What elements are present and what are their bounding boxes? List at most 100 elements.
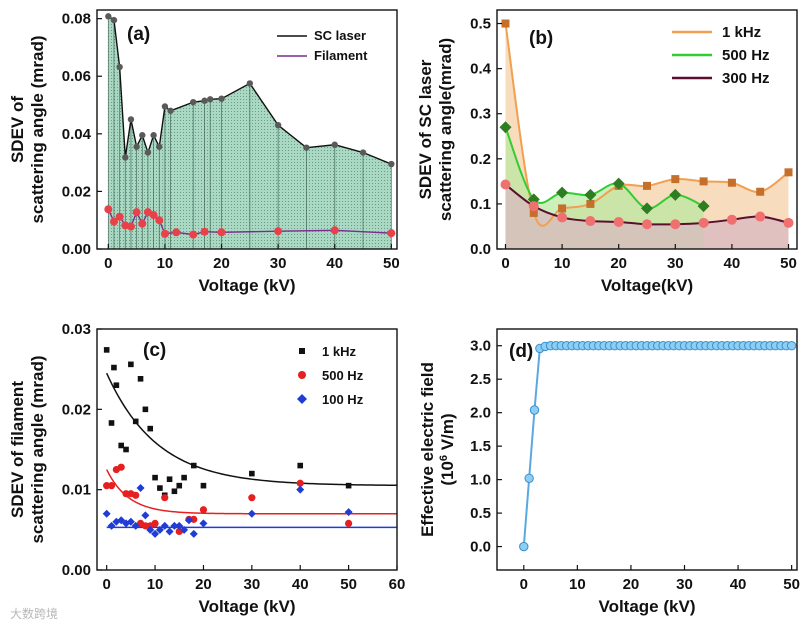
field-point bbox=[524, 473, 534, 483]
x-tick-label: 50 bbox=[383, 255, 400, 272]
data-point bbox=[102, 509, 111, 518]
y-axis-title-line: scattering angle(mrad) bbox=[436, 38, 455, 221]
panel-tag: (b) bbox=[529, 28, 553, 49]
y-tick-label: 0.02 bbox=[62, 183, 91, 200]
legend-marker bbox=[297, 394, 307, 404]
field-point bbox=[786, 341, 797, 351]
series-point bbox=[697, 200, 710, 213]
sc-laser-point bbox=[201, 97, 208, 104]
field-point bbox=[519, 541, 529, 552]
x-tick-label: 40 bbox=[730, 576, 747, 593]
x-tick-label: 0 bbox=[520, 576, 528, 593]
sc-laser-point bbox=[161, 103, 169, 110]
plot-frame bbox=[496, 328, 798, 571]
data-point bbox=[165, 527, 174, 536]
series-point bbox=[783, 217, 794, 228]
y-axis-title-line: scattering angle (mrad) bbox=[28, 356, 47, 544]
data-point bbox=[126, 517, 135, 526]
data-point bbox=[107, 521, 116, 530]
x-tick-label: 20 bbox=[610, 255, 627, 272]
series-point bbox=[529, 208, 538, 217]
sc-laser-point bbox=[139, 132, 146, 139]
filament-point bbox=[104, 205, 113, 214]
series-point bbox=[557, 212, 568, 223]
x-tick-label: 50 bbox=[783, 576, 800, 593]
filament-point bbox=[126, 222, 135, 231]
data-point bbox=[248, 494, 256, 502]
data-point bbox=[117, 463, 125, 471]
x-tick-label: 40 bbox=[724, 255, 741, 272]
data-point bbox=[137, 376, 144, 382]
sc-laser-point bbox=[150, 132, 157, 139]
data-point bbox=[157, 485, 163, 491]
legend-label: 100 Hz bbox=[322, 392, 364, 407]
data-point bbox=[170, 521, 179, 530]
sc-laser-point bbox=[144, 149, 152, 156]
y-axis-title-line: SDEV of bbox=[8, 96, 27, 163]
x-tick-label: 10 bbox=[147, 576, 164, 593]
sc-laser-point bbox=[105, 13, 112, 20]
data-point bbox=[176, 482, 183, 489]
series-point bbox=[726, 214, 737, 225]
y-axis-title-line: scattering angle (mrad) bbox=[28, 36, 47, 224]
data-point bbox=[108, 420, 115, 426]
filament-point bbox=[200, 227, 209, 236]
x-axis-title: Voltage (kV) bbox=[199, 276, 296, 295]
data-point bbox=[136, 484, 145, 493]
y-tick-label: 0.02 bbox=[62, 401, 91, 418]
y-tick-label: 0.0 bbox=[470, 539, 491, 556]
x-tick-label: 10 bbox=[157, 255, 174, 272]
data-point bbox=[296, 485, 305, 494]
filament-point bbox=[387, 229, 396, 238]
series-point bbox=[698, 217, 709, 228]
y-tick-label: 0.1 bbox=[470, 196, 491, 213]
series-point bbox=[643, 181, 651, 190]
x-tick-label: 50 bbox=[780, 255, 797, 272]
data-point bbox=[181, 474, 187, 481]
y-tick-label: 2.5 bbox=[470, 371, 491, 388]
filament-point bbox=[109, 217, 118, 226]
series-point bbox=[642, 219, 652, 230]
y-tick-label: 0.3 bbox=[470, 106, 491, 123]
y-axis-title-line: SDEV of SC laser bbox=[416, 59, 435, 199]
filament-point bbox=[155, 216, 164, 225]
legend-marker bbox=[299, 348, 305, 354]
series-point bbox=[585, 216, 596, 227]
y-tick-label: 0.04 bbox=[62, 126, 92, 143]
data-point bbox=[147, 425, 154, 432]
filament-point bbox=[172, 228, 181, 237]
plot-frame bbox=[96, 9, 398, 250]
data-point bbox=[132, 491, 140, 499]
filament-point bbox=[115, 212, 124, 221]
filament-point bbox=[330, 226, 339, 235]
series-point bbox=[500, 179, 511, 190]
data-point bbox=[184, 516, 193, 525]
field-line bbox=[522, 344, 792, 547]
panel-c: 0 10 20 30 40 50 60 0.00 0.01 0.02 0.03 Voltage (kV… bbox=[8, 321, 405, 616]
series-point bbox=[499, 121, 512, 134]
data-point bbox=[118, 442, 124, 449]
data-point bbox=[151, 529, 160, 538]
sc-laser-point bbox=[246, 80, 254, 87]
series-line bbox=[504, 23, 790, 227]
data-point bbox=[128, 361, 134, 368]
x-tick-label: 50 bbox=[340, 576, 357, 593]
sc-laser-point bbox=[218, 95, 225, 102]
data-point bbox=[141, 511, 150, 520]
filament-point bbox=[132, 208, 141, 217]
plot-frame bbox=[96, 328, 398, 571]
y-axis-title-line: Effective electric field bbox=[418, 362, 437, 537]
data-point bbox=[247, 509, 256, 518]
x-tick-label: 0 bbox=[103, 576, 111, 593]
data-point bbox=[123, 446, 129, 453]
filament-point bbox=[274, 227, 283, 236]
x-tick-label: 30 bbox=[676, 576, 693, 593]
plot-frame bbox=[496, 9, 798, 250]
series-point bbox=[699, 177, 708, 186]
x-axis-title: Voltage(kV) bbox=[601, 276, 693, 295]
data-point bbox=[200, 482, 207, 489]
data-point bbox=[199, 506, 208, 514]
series-point bbox=[756, 187, 765, 196]
series-point bbox=[558, 204, 567, 213]
panel-b: 0 10 20 30 40 50 0.0 0.1 0.2 0.3 0.4 0.5 Voltage(kV)… bbox=[416, 9, 798, 295]
